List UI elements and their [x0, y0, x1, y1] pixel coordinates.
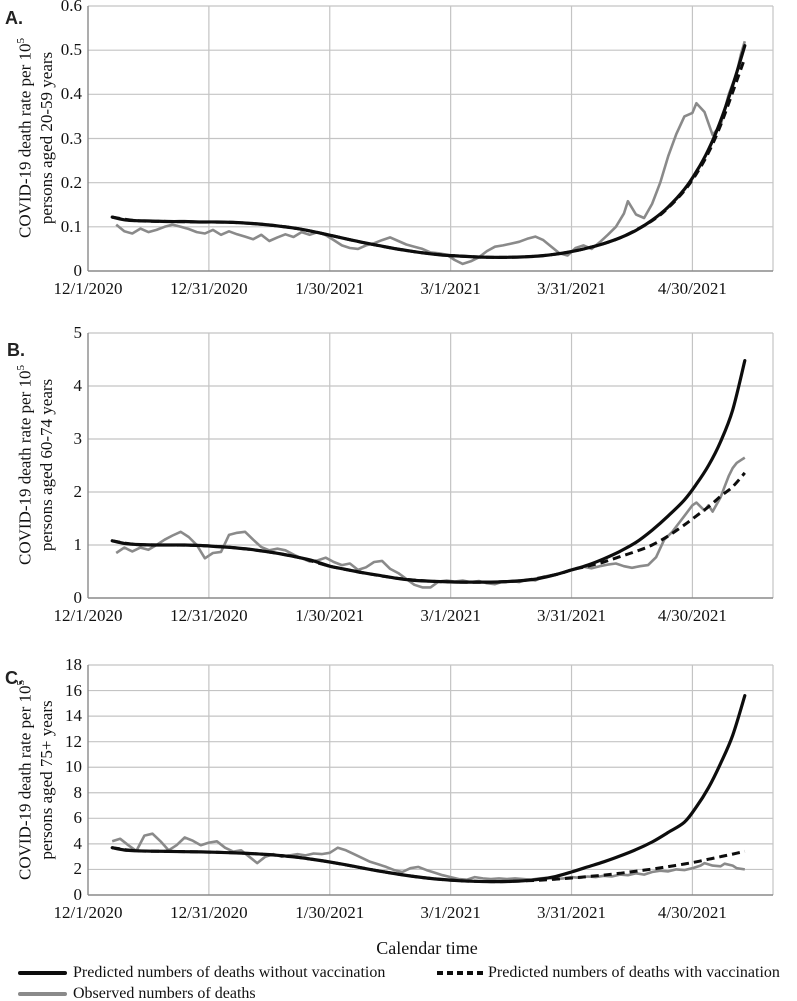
y-axis-label-line1: COVID-19 death rate per 105 — [15, 365, 35, 565]
predicted-with-vaccination-line — [111, 471, 746, 584]
y-axis-label-panel-b: COVID-19 death rate per 105 persons aged… — [11, 315, 56, 615]
y-axis-label-line2: persons aged 60-74 years — [36, 378, 56, 552]
legend-line-dashed — [437, 971, 484, 975]
y-tick-label: 0.3 — [60, 128, 82, 148]
y-tick-label: 4 — [73, 833, 83, 853]
observed-deaths-line — [115, 40, 747, 266]
x-tick-label: 3/31/2021 — [537, 279, 606, 298]
y-tick-label: 1 — [73, 535, 83, 554]
x-tick-label: 12/31/2020 — [170, 903, 248, 922]
x-tick-label: 12/31/2020 — [170, 606, 248, 625]
y-tick-label: 0.2 — [60, 172, 82, 192]
legend-line-solid — [18, 971, 67, 975]
y-tick-label: 0.1 — [60, 216, 82, 236]
x-tick-label: 1/30/2021 — [295, 279, 365, 298]
y-tick-label: 0 — [73, 885, 83, 904]
y-tick-label: 0.6 — [60, 0, 82, 15]
legend-label-predicted-with-vaccination: Predicted numbers of deaths with vaccina… — [488, 964, 780, 981]
superscript-exponent: 5 — [15, 365, 27, 371]
x-tick-label: 3/31/2021 — [537, 903, 606, 922]
x-tick-label: 12/1/2020 — [53, 903, 123, 922]
legend-line-observed — [18, 992, 67, 996]
x-tick-label: 3/1/2021 — [420, 903, 481, 922]
predicted-without-vaccination-line — [110, 44, 747, 259]
x-tick-label: 3/31/2021 — [537, 606, 606, 625]
x-tick-label: 4/30/2021 — [657, 279, 727, 298]
y-tick-label: 0 — [73, 588, 83, 607]
y-tick-label: 5 — [73, 323, 83, 342]
y-tick-label: 2 — [73, 859, 83, 879]
x-tick-label: 1/30/2021 — [295, 903, 365, 922]
y-tick-label: 12 — [65, 731, 82, 751]
predicted-without-vaccination-line — [110, 359, 747, 584]
x-tick-label: 4/30/2021 — [657, 903, 727, 922]
predicted-with-vaccination-line — [111, 57, 747, 259]
x-tick-label: 1/30/2021 — [295, 606, 365, 625]
y-tick-label: 2 — [73, 482, 83, 501]
x-tick-label: 12/1/2020 — [53, 279, 123, 298]
x-tick-label: 3/1/2021 — [420, 606, 481, 625]
y-tick-label: 10 — [65, 757, 82, 777]
y-tick-label: 0.5 — [60, 40, 82, 60]
y-tick-label: 0.4 — [60, 84, 82, 104]
y-tick-label: 8 — [73, 782, 83, 802]
legend-label-observed: Observed numbers of deaths — [73, 985, 256, 1001]
y-tick-label: 6 — [73, 808, 83, 828]
y-tick-label: 4 — [73, 376, 83, 395]
panel-a-label: A. — [5, 8, 23, 28]
x-tick-label: 3/1/2021 — [420, 279, 481, 298]
y-tick-label: 18 — [65, 655, 82, 674]
y-tick-label: 3 — [73, 429, 83, 448]
y-tick-label: 16 — [65, 680, 82, 700]
x-axis-title: Calendar time — [376, 938, 478, 958]
panel-b-label: B. — [7, 340, 25, 360]
predicted-with-vaccination-line — [112, 846, 746, 884]
predicted-without-vaccination-line — [110, 694, 747, 884]
x-tick-label: 4/30/2021 — [657, 606, 727, 625]
observed-deaths-line — [115, 456, 746, 589]
panel-c-label: C. — [5, 668, 23, 688]
y-tick-label: 0 — [73, 261, 83, 280]
legend-label-predicted-without-vaccination: Predicted numbers of deaths without vacc… — [73, 964, 386, 981]
observed-deaths-line — [111, 832, 745, 881]
x-tick-label: 12/1/2020 — [53, 606, 123, 625]
x-tick-label: 12/31/2020 — [170, 279, 248, 298]
y-tick-label: 14 — [65, 706, 82, 726]
